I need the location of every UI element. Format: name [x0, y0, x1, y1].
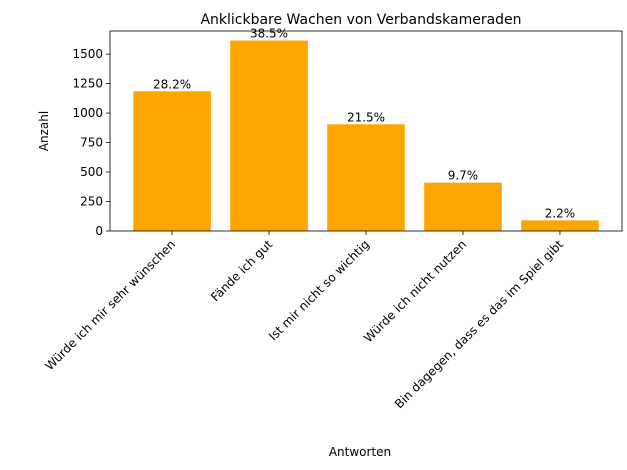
x-tick-label: Würde ich mir sehr wünschen [42, 237, 178, 373]
y-tick-label: 500 [80, 165, 103, 179]
y-tick-label: 0 [95, 224, 103, 238]
bar-annotation: 38.5% [250, 27, 288, 41]
y-tick-label: 1500 [72, 47, 103, 61]
bar [424, 182, 502, 231]
y-tick-label: 750 [80, 136, 103, 150]
bar-annotation: 21.5% [347, 110, 385, 124]
bar-annotation: 28.2% [153, 77, 191, 91]
bar [230, 40, 308, 232]
bar [521, 220, 599, 231]
x-tick-label: Fände ich gut [208, 237, 275, 304]
y-tick-label: 1250 [72, 77, 103, 91]
y-tick-label: 1000 [72, 106, 103, 120]
x-tick-label: Würde ich nicht nutzen [361, 237, 469, 345]
bar-annotation: 2.2% [545, 206, 576, 220]
plot-frame [109, 30, 623, 232]
y-tick-label: 250 [80, 195, 103, 209]
x-tick-label: Ist mir nicht so wichtig [266, 237, 372, 343]
bar [133, 91, 211, 232]
bar [327, 124, 405, 231]
x-tick-label: Bin dagegen, dass es das im Spiel gibt [392, 237, 566, 411]
y-axis-label: Anzahl [37, 111, 51, 151]
chart-title: Anklickbare Wachen von Verbandskameraden [200, 12, 521, 28]
bar-annotation: 9.7% [448, 169, 479, 183]
x-axis-label: Antworten [329, 445, 391, 459]
